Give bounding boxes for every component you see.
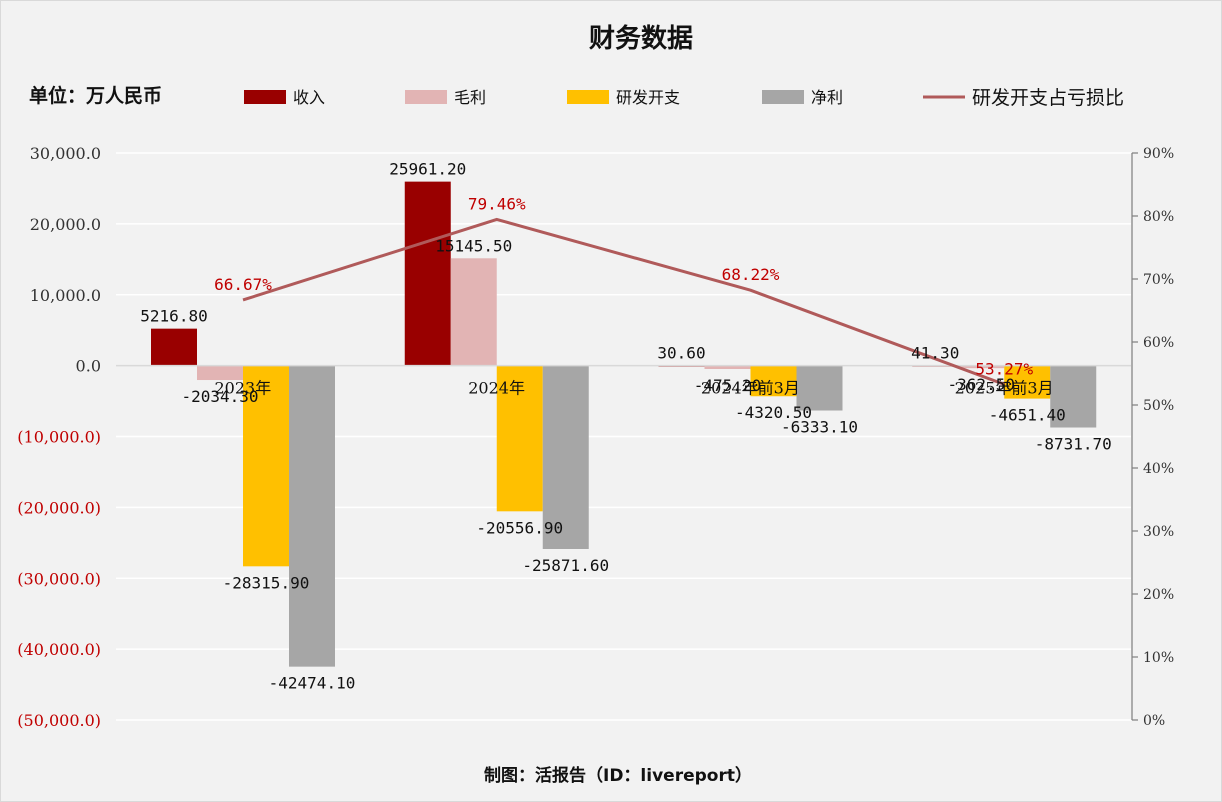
y-tick-label: 30,000.0	[30, 144, 101, 163]
y2-tick-label: 10%	[1143, 650, 1174, 666]
data-label-2-2: -4320.50	[735, 403, 812, 422]
legend: 收入 毛利 研发开支 净利 研发开支占亏损比	[244, 87, 1124, 109]
data-label-1-2: -475.20	[694, 376, 761, 395]
bar-2-2	[750, 365, 797, 397]
data-label-3-2: -6333.10	[781, 418, 858, 437]
data-label-0-2: 30.60	[657, 343, 705, 362]
bar-2-3	[1004, 365, 1051, 399]
data-label-2-1: -20556.90	[476, 518, 563, 537]
y-tick-label: 10,000.0	[30, 286, 101, 305]
unit-label: 单位：万人民币	[29, 84, 162, 107]
y-axis-right: 90% 80% 70% 60% 50% 40% 30% 20% 10% 0%	[1131, 146, 1174, 729]
bar-1-1	[450, 258, 497, 366]
legend-line-label: 研发开支占亏损比	[972, 87, 1124, 109]
bar-0-0	[151, 328, 197, 366]
category-label: 2024年	[468, 379, 525, 398]
legend-label-0: 收入	[293, 88, 325, 107]
bar-3-1	[542, 365, 589, 549]
y2-tick-label: 30%	[1143, 524, 1174, 540]
data-label-0-3: 41.30	[911, 343, 959, 362]
bar-0-1	[404, 181, 451, 366]
y-tick-label: (10,000.0)	[17, 428, 101, 447]
footer-credit: 制图：活报告（ID：livereport）	[484, 765, 752, 786]
y2-tick-label: 0%	[1143, 713, 1165, 729]
bar-3-3	[1050, 365, 1097, 428]
ratio-line	[242, 217, 1005, 386]
bar-2-1	[496, 365, 543, 512]
y2-tick-label: 90%	[1143, 146, 1174, 162]
ratio-line-series	[242, 217, 1005, 386]
data-label-3-1: -25871.60	[522, 556, 609, 575]
data-label-2-0: -28315.90	[223, 573, 310, 592]
data-label-1-3: -362.50	[948, 375, 1015, 394]
y2-tick-label: 60%	[1143, 335, 1174, 351]
data-label-0-1: 25961.20	[389, 160, 466, 179]
data-label-1-1: 15145.50	[435, 236, 512, 255]
ratio-label-0: 66.67%	[214, 275, 272, 294]
y-tick-label: (50,000.0)	[17, 711, 101, 730]
y2-tick-label: 40%	[1143, 461, 1174, 477]
y-tick-label: 0.0	[76, 357, 101, 376]
data-label-3-0: -42474.10	[269, 674, 356, 693]
ratio-label-2: 68.22%	[722, 265, 780, 284]
y2-tick-label: 70%	[1143, 272, 1174, 288]
bar-3-2	[796, 365, 843, 411]
data-labels: 5216.80 25961.20 30.60 41.30 -2034.30 15145.5…	[140, 160, 1112, 693]
data-label-3-3: -8731.70	[1035, 435, 1112, 454]
y-tick-label: (20,000.0)	[17, 498, 101, 517]
bar-1-0	[197, 365, 243, 381]
bar-2-0	[243, 365, 289, 567]
y-tick-label: (40,000.0)	[17, 640, 101, 659]
y2-tick-label: 80%	[1143, 209, 1174, 225]
legend-label-2: 研发开支	[616, 88, 680, 107]
data-label-2-3: -4651.40	[989, 406, 1066, 425]
legend-swatch-1	[405, 90, 447, 104]
data-label-0-0: 5216.80	[140, 307, 207, 326]
legend-label-1: 毛利	[454, 88, 486, 107]
y2-tick-label: 50%	[1143, 398, 1174, 414]
ratio-label-3: 53.27%	[975, 359, 1033, 378]
bar-1-3	[958, 365, 1005, 369]
bar-3-0	[289, 365, 335, 667]
data-label-1-0: -2034.30	[181, 387, 258, 406]
bar-1-2	[704, 365, 751, 369]
category-label: 2025年前3月	[955, 379, 1054, 398]
ratio-label-1: 79.46%	[468, 194, 526, 213]
category-label: 2023年	[215, 379, 272, 398]
legend-swatch-2	[567, 90, 609, 104]
bar-series	[151, 181, 1097, 667]
legend-swatch-3	[762, 90, 804, 104]
category-label: 2024年前3月	[701, 379, 800, 398]
legend-swatch-0	[244, 90, 286, 104]
y-tick-label: (30,000.0)	[17, 569, 101, 588]
y-tick-label: 20,000.0	[30, 215, 101, 234]
category-labels: 2023年 2024年 2024年前3月 2025年前3月	[215, 379, 1054, 398]
chart-title: 财务数据	[589, 24, 693, 54]
legend-label-3: 净利	[811, 88, 843, 107]
y-axis-left: 30,000.0 20,000.0 10,000.0 0.0 (10,000.0) (20…	[17, 144, 101, 730]
y2-tick-label: 20%	[1143, 587, 1174, 603]
